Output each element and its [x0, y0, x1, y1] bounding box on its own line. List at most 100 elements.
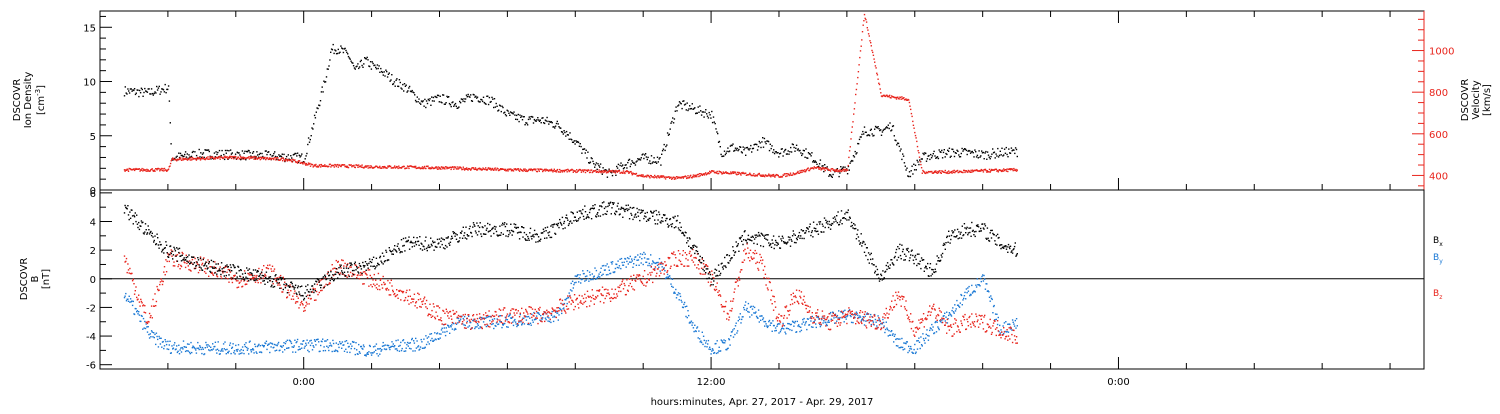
by-point	[903, 349, 904, 350]
bz-point	[613, 293, 614, 294]
velocity-point	[857, 77, 858, 78]
bz-point	[822, 310, 823, 311]
velocity-point	[273, 159, 274, 160]
bz-point	[605, 298, 606, 299]
ion-density-point	[544, 123, 545, 124]
bz-point	[839, 324, 840, 325]
ion-density-point	[389, 81, 390, 82]
bz-point	[590, 300, 591, 301]
velocity-point	[146, 171, 147, 172]
by-point	[785, 333, 786, 334]
by-point	[533, 322, 534, 323]
ion-density-point	[159, 86, 160, 87]
bz-point	[451, 319, 452, 320]
velocity-point	[219, 156, 220, 157]
ion-density-point	[266, 154, 267, 155]
by-point	[931, 324, 932, 325]
velocity-point	[551, 169, 552, 170]
by-point	[552, 317, 553, 318]
top-left-axis-unit-sup: -3	[34, 89, 42, 96]
ion-density-point	[802, 153, 803, 154]
bz-point	[852, 314, 853, 315]
by-point	[653, 262, 654, 263]
bz-point	[723, 306, 724, 307]
ion-density-point	[260, 153, 261, 154]
ion-density-point	[291, 157, 292, 158]
by-point	[337, 351, 338, 352]
velocity-point	[306, 163, 307, 164]
bz-point	[321, 290, 322, 291]
ion-density-point	[743, 149, 744, 150]
bz-point	[956, 331, 957, 332]
bz-point	[605, 289, 606, 290]
by-point	[772, 320, 773, 321]
velocity-point	[178, 159, 179, 160]
by-point	[971, 285, 972, 286]
bz-point	[569, 301, 570, 302]
by-point	[156, 333, 157, 334]
bz-point	[484, 324, 485, 325]
ion-density-point	[698, 106, 699, 107]
ion-density-point	[232, 152, 233, 153]
bz-point	[626, 279, 627, 280]
bz-point	[874, 315, 875, 316]
velocity-point	[663, 176, 664, 177]
velocity-point	[358, 164, 359, 165]
ion-density-point	[485, 104, 486, 105]
ion-density-point	[317, 108, 318, 109]
bz-point	[835, 315, 836, 316]
by-point	[571, 283, 572, 284]
bz-point	[469, 321, 470, 322]
velocity-point	[190, 157, 191, 158]
ion-density-point	[650, 163, 651, 164]
by-point	[883, 322, 884, 323]
bz-point	[776, 316, 777, 317]
by-point	[601, 275, 602, 276]
velocity-point	[1007, 171, 1008, 172]
ion-density-point	[493, 107, 494, 108]
by-point	[780, 331, 781, 332]
bz-point	[272, 266, 273, 267]
ion-density-point	[326, 76, 327, 77]
bz-point	[947, 319, 948, 320]
ion-density-point	[542, 117, 543, 118]
by-point	[922, 333, 923, 334]
bz-point	[199, 270, 200, 271]
ion-density-point	[902, 153, 903, 154]
ion-density-point	[160, 91, 161, 92]
velocity-point	[854, 108, 855, 109]
ion-density-point	[413, 92, 414, 93]
by-point	[581, 279, 582, 280]
by-point	[803, 318, 804, 319]
by-point	[895, 339, 896, 340]
bz-point	[816, 315, 817, 316]
by-point	[430, 340, 431, 341]
by-point	[457, 322, 458, 323]
bz-point	[305, 305, 306, 306]
bz-point	[158, 290, 159, 291]
by-point	[763, 317, 764, 318]
by-point	[492, 319, 493, 320]
by-point	[1013, 323, 1014, 324]
ion-density-point	[434, 100, 435, 101]
bz-point	[567, 309, 568, 310]
by-point	[672, 287, 673, 288]
by-point	[286, 348, 287, 349]
ion-density-point	[895, 140, 896, 141]
by-point	[611, 263, 612, 264]
bz-point	[368, 286, 369, 287]
velocity-point	[997, 170, 998, 171]
ion-density-point	[361, 65, 362, 66]
by-point	[1005, 321, 1006, 322]
ion-density-point	[344, 48, 345, 49]
ion-density-point	[759, 141, 760, 142]
bz-point	[239, 282, 240, 283]
by-point	[995, 313, 996, 314]
bz-point	[152, 317, 153, 318]
by-point	[880, 323, 881, 324]
by-point	[203, 349, 204, 350]
ion-density-point	[400, 82, 401, 83]
bz-point	[684, 265, 685, 266]
bz-point	[188, 269, 189, 270]
